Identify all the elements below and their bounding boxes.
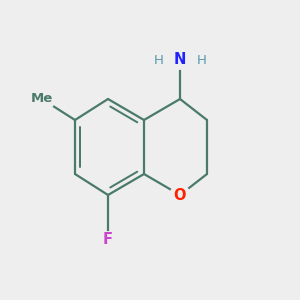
Text: O: O — [174, 188, 186, 202]
Circle shape — [171, 51, 189, 69]
Circle shape — [170, 185, 190, 205]
Text: F: F — [103, 232, 113, 247]
Text: N: N — [174, 52, 186, 68]
Text: H: H — [154, 53, 164, 67]
Text: H: H — [196, 53, 206, 67]
Circle shape — [100, 232, 116, 248]
Text: Me: Me — [31, 92, 53, 106]
Circle shape — [29, 86, 55, 112]
